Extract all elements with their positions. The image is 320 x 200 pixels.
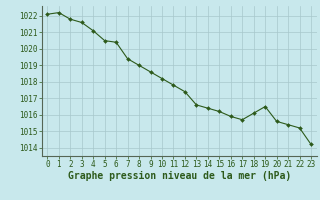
X-axis label: Graphe pression niveau de la mer (hPa): Graphe pression niveau de la mer (hPa) bbox=[68, 171, 291, 181]
